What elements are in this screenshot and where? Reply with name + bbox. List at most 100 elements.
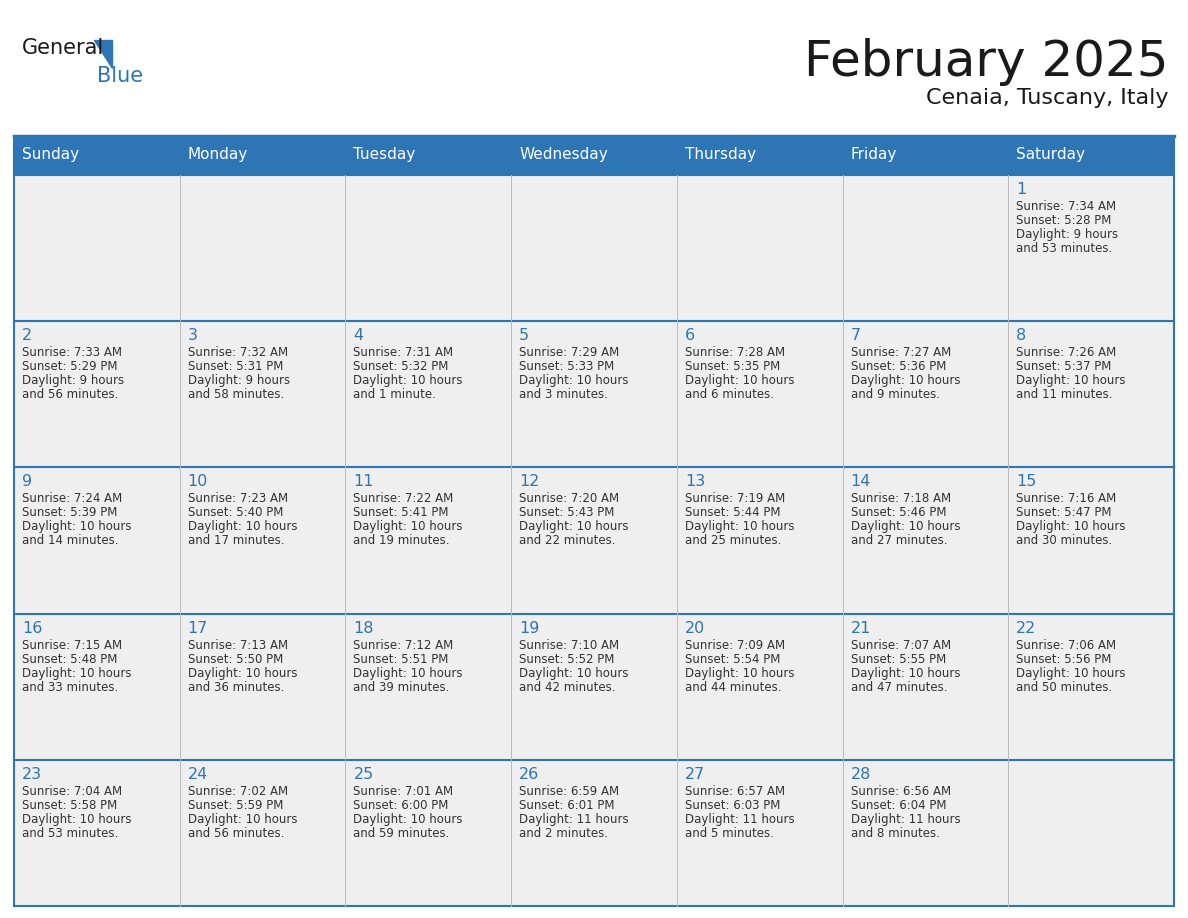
Text: and 17 minutes.: and 17 minutes. (188, 534, 284, 547)
Text: and 33 minutes.: and 33 minutes. (23, 680, 119, 694)
Text: Sunset: 5:59 PM: Sunset: 5:59 PM (188, 799, 283, 812)
Text: Sunrise: 7:16 AM: Sunrise: 7:16 AM (1016, 492, 1117, 506)
Text: 23: 23 (23, 767, 42, 782)
Text: Daylight: 10 hours: Daylight: 10 hours (684, 375, 795, 387)
Text: Friday: Friday (851, 148, 897, 162)
Text: Sunrise: 7:09 AM: Sunrise: 7:09 AM (684, 639, 785, 652)
Text: and 39 minutes.: and 39 minutes. (353, 680, 450, 694)
Text: Tuesday: Tuesday (353, 148, 416, 162)
Text: Sunrise: 7:06 AM: Sunrise: 7:06 AM (1016, 639, 1117, 652)
Text: Sunset: 5:33 PM: Sunset: 5:33 PM (519, 360, 614, 374)
Text: February 2025: February 2025 (804, 38, 1169, 86)
Text: Daylight: 10 hours: Daylight: 10 hours (23, 521, 132, 533)
Text: and 58 minutes.: and 58 minutes. (188, 388, 284, 401)
Text: 9: 9 (23, 475, 32, 489)
Text: Daylight: 10 hours: Daylight: 10 hours (851, 521, 960, 533)
Text: 1: 1 (1016, 182, 1026, 197)
Text: Daylight: 10 hours: Daylight: 10 hours (851, 666, 960, 679)
Text: Sunset: 5:55 PM: Sunset: 5:55 PM (851, 653, 946, 666)
Text: Daylight: 10 hours: Daylight: 10 hours (188, 666, 297, 679)
Text: Sunset: 5:36 PM: Sunset: 5:36 PM (851, 360, 946, 374)
Text: Sunrise: 7:31 AM: Sunrise: 7:31 AM (353, 346, 454, 359)
Text: Sunset: 6:03 PM: Sunset: 6:03 PM (684, 799, 781, 812)
Text: 10: 10 (188, 475, 208, 489)
Text: and 44 minutes.: and 44 minutes. (684, 680, 782, 694)
Text: Sunrise: 7:12 AM: Sunrise: 7:12 AM (353, 639, 454, 652)
Text: and 27 minutes.: and 27 minutes. (851, 534, 947, 547)
Text: Sunset: 5:29 PM: Sunset: 5:29 PM (23, 360, 118, 374)
Text: 20: 20 (684, 621, 706, 635)
Text: Sunset: 5:51 PM: Sunset: 5:51 PM (353, 653, 449, 666)
Text: 24: 24 (188, 767, 208, 782)
Text: Sunset: 5:40 PM: Sunset: 5:40 PM (188, 507, 283, 520)
Text: Daylight: 10 hours: Daylight: 10 hours (519, 375, 628, 387)
Text: and 36 minutes.: and 36 minutes. (188, 680, 284, 694)
Text: Sunrise: 7:24 AM: Sunrise: 7:24 AM (23, 492, 122, 506)
Text: 6: 6 (684, 329, 695, 343)
Text: Sunset: 5:41 PM: Sunset: 5:41 PM (353, 507, 449, 520)
Text: Daylight: 10 hours: Daylight: 10 hours (353, 521, 463, 533)
Text: and 53 minutes.: and 53 minutes. (23, 827, 119, 840)
Text: Daylight: 10 hours: Daylight: 10 hours (1016, 521, 1126, 533)
Text: and 2 minutes.: and 2 minutes. (519, 827, 608, 840)
Text: Cenaia, Tuscany, Italy: Cenaia, Tuscany, Italy (927, 88, 1169, 108)
Text: Sunrise: 7:01 AM: Sunrise: 7:01 AM (353, 785, 454, 798)
Text: Sunrise: 7:26 AM: Sunrise: 7:26 AM (1016, 346, 1117, 359)
Text: Sunrise: 7:02 AM: Sunrise: 7:02 AM (188, 785, 287, 798)
Text: 16: 16 (23, 621, 43, 635)
Text: Daylight: 10 hours: Daylight: 10 hours (684, 521, 795, 533)
Text: and 53 minutes.: and 53 minutes. (1016, 242, 1112, 255)
Text: Sunrise: 7:32 AM: Sunrise: 7:32 AM (188, 346, 287, 359)
Text: 3: 3 (188, 329, 197, 343)
Text: Sunset: 6:04 PM: Sunset: 6:04 PM (851, 799, 946, 812)
Text: General: General (23, 38, 105, 58)
Text: Sunrise: 7:23 AM: Sunrise: 7:23 AM (188, 492, 287, 506)
Text: and 6 minutes.: and 6 minutes. (684, 388, 773, 401)
Text: Daylight: 11 hours: Daylight: 11 hours (684, 812, 795, 826)
Text: Sunrise: 7:22 AM: Sunrise: 7:22 AM (353, 492, 454, 506)
Text: Daylight: 11 hours: Daylight: 11 hours (519, 812, 628, 826)
Text: 21: 21 (851, 621, 871, 635)
Text: Sunset: 5:28 PM: Sunset: 5:28 PM (1016, 214, 1112, 227)
Text: Sunset: 5:31 PM: Sunset: 5:31 PM (188, 360, 283, 374)
Text: Sunset: 5:35 PM: Sunset: 5:35 PM (684, 360, 781, 374)
Text: Daylight: 10 hours: Daylight: 10 hours (353, 812, 463, 826)
Text: 14: 14 (851, 475, 871, 489)
Text: Sunrise: 6:59 AM: Sunrise: 6:59 AM (519, 785, 619, 798)
Text: Daylight: 10 hours: Daylight: 10 hours (684, 666, 795, 679)
Text: Daylight: 10 hours: Daylight: 10 hours (1016, 375, 1126, 387)
Text: 22: 22 (1016, 621, 1037, 635)
Text: Daylight: 10 hours: Daylight: 10 hours (353, 375, 463, 387)
Text: 19: 19 (519, 621, 539, 635)
Text: and 11 minutes.: and 11 minutes. (1016, 388, 1113, 401)
Text: and 56 minutes.: and 56 minutes. (23, 388, 119, 401)
Text: and 50 minutes.: and 50 minutes. (1016, 680, 1112, 694)
Text: Daylight: 10 hours: Daylight: 10 hours (353, 666, 463, 679)
Text: and 1 minute.: and 1 minute. (353, 388, 436, 401)
Text: Daylight: 10 hours: Daylight: 10 hours (519, 521, 628, 533)
Text: Daylight: 10 hours: Daylight: 10 hours (23, 666, 132, 679)
Text: Sunset: 6:00 PM: Sunset: 6:00 PM (353, 799, 449, 812)
Text: Sunrise: 7:04 AM: Sunrise: 7:04 AM (23, 785, 122, 798)
Text: Sunset: 5:39 PM: Sunset: 5:39 PM (23, 507, 118, 520)
Text: Sunrise: 6:56 AM: Sunrise: 6:56 AM (851, 785, 950, 798)
Text: and 5 minutes.: and 5 minutes. (684, 827, 773, 840)
Text: Daylight: 10 hours: Daylight: 10 hours (188, 521, 297, 533)
Text: Sunset: 5:44 PM: Sunset: 5:44 PM (684, 507, 781, 520)
Text: Sunrise: 7:29 AM: Sunrise: 7:29 AM (519, 346, 619, 359)
Text: Sunset: 5:52 PM: Sunset: 5:52 PM (519, 653, 614, 666)
Text: Sunrise: 7:15 AM: Sunrise: 7:15 AM (23, 639, 122, 652)
Text: Sunrise: 7:27 AM: Sunrise: 7:27 AM (851, 346, 950, 359)
Text: 8: 8 (1016, 329, 1026, 343)
Text: 11: 11 (353, 475, 374, 489)
Text: Sunset: 5:43 PM: Sunset: 5:43 PM (519, 507, 614, 520)
Text: Sunrise: 7:34 AM: Sunrise: 7:34 AM (1016, 200, 1117, 213)
Text: Sunrise: 7:18 AM: Sunrise: 7:18 AM (851, 492, 950, 506)
Text: 15: 15 (1016, 475, 1037, 489)
Text: and 22 minutes.: and 22 minutes. (519, 534, 615, 547)
Text: Daylight: 10 hours: Daylight: 10 hours (1016, 666, 1126, 679)
Text: Daylight: 9 hours: Daylight: 9 hours (188, 375, 290, 387)
Text: Sunrise: 6:57 AM: Sunrise: 6:57 AM (684, 785, 785, 798)
Text: Wednesday: Wednesday (519, 148, 608, 162)
Text: Sunrise: 7:28 AM: Sunrise: 7:28 AM (684, 346, 785, 359)
